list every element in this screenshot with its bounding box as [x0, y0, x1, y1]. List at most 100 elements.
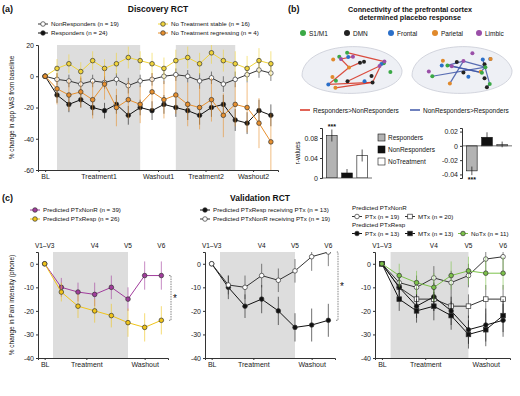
- legend-entry: PTx (n = 13): [352, 230, 399, 237]
- node: [450, 64, 454, 68]
- data-point: [90, 97, 95, 102]
- node: [346, 55, 350, 59]
- data-point: [414, 309, 419, 314]
- node: [331, 58, 335, 62]
- data-point: [245, 66, 250, 71]
- node: [346, 79, 350, 83]
- y-axis-tick: -20: [191, 308, 205, 315]
- legend-entry: Predicted PTxResp receiving PTx (n = 13): [200, 206, 329, 213]
- x-axis-tick: BL: [41, 358, 50, 368]
- brain-outline: [412, 47, 512, 94]
- error-bar: [471, 167, 472, 176]
- y-axis-tick-label: -40: [24, 135, 34, 142]
- panel-title: Connectivity of the prefrontal cortexdet…: [348, 5, 472, 22]
- y-axis-tick-label: -40: [361, 355, 371, 362]
- series-line: [45, 53, 271, 76]
- data-point: [42, 261, 47, 266]
- y-axis-tick-mark: [460, 132, 462, 133]
- node: [333, 86, 337, 90]
- x-axis-tick-mark: [212, 358, 213, 360]
- data-point: [326, 318, 331, 323]
- legend-label: Predicted PTxNonR (n = 39): [43, 206, 121, 213]
- data-point: [380, 261, 385, 266]
- node: [488, 82, 492, 86]
- visit-label: V1–V3: [35, 242, 55, 249]
- legend-marker: [33, 217, 38, 222]
- y-axis-line: [36, 253, 39, 359]
- legend-label: NoTreatment: [388, 158, 426, 165]
- region-label: Limbic: [485, 30, 505, 37]
- legend-marker: [408, 231, 413, 236]
- series-line: [212, 264, 329, 328]
- plot-area: [42, 252, 163, 358]
- plot-area: [467, 132, 508, 175]
- panel-title: Validation RCT: [230, 193, 291, 203]
- data-point: [309, 254, 314, 259]
- y-axis-tick-label: 0: [197, 261, 201, 268]
- x-axis-tick-mark: [99, 170, 100, 172]
- x-axis-line: [39, 171, 279, 173]
- y-axis-tick: 0: [30, 261, 38, 268]
- y-axis-tick-label: 20: [26, 42, 34, 49]
- visit-label: V5: [124, 242, 132, 249]
- x-axis-tick-mark: [86, 358, 87, 360]
- data-point: [138, 58, 143, 63]
- y-axis-tick: 0: [30, 73, 38, 80]
- line-chart: BLTreatmentWashout-40-30-20-100V1–V3V4V5…: [8, 206, 177, 368]
- line-chart: BLTreatmentWashout-40-30-20-100V1–V3V4V5…: [352, 204, 511, 368]
- significance-bracket: [336, 252, 338, 320]
- data-point: [43, 74, 48, 79]
- region-swatch: [476, 30, 482, 36]
- y-axis: -0.04-0.0200.02: [442, 128, 462, 178]
- node: [441, 59, 445, 63]
- y-axis-tick-label: 0.02: [444, 128, 458, 135]
- data-point: [162, 66, 167, 71]
- legend-marker: [203, 208, 208, 213]
- legend-marker: [203, 217, 208, 222]
- x-axis-tick-mark: [486, 358, 487, 360]
- y-axis-tick-label: -20: [361, 308, 371, 315]
- data-point: [233, 102, 238, 107]
- y-axis-tick: 0: [314, 175, 322, 182]
- data-point: [380, 261, 385, 266]
- y-axis-tick-mark: [373, 264, 375, 265]
- y-axis-tick-label: -20: [24, 104, 34, 111]
- x-axis-tick-mark: [206, 170, 207, 172]
- node: [363, 79, 367, 83]
- data-point: [259, 273, 264, 278]
- legend-swatch: [378, 158, 385, 165]
- x-axis: BLTreatmentWashout: [206, 358, 336, 368]
- y-axis: -60-40-20020: [24, 42, 39, 174]
- y-axis-tick-mark: [320, 178, 322, 179]
- connection: [483, 59, 490, 84]
- data-point: [185, 102, 190, 107]
- line-chart: BLTreatmentWashout-40-30-20-100V1–V3V4V5…: [191, 206, 344, 368]
- legend-entry: Predicted PTxNonR receiving PTx (n = 19): [200, 215, 330, 222]
- data-point: [174, 58, 179, 63]
- legend-entry: MTx (n = 20): [405, 213, 453, 220]
- legend-label: Responders (n = 24): [51, 29, 108, 36]
- data-point: [466, 332, 471, 337]
- node: [485, 85, 489, 89]
- legend-label: MTx (n = 13): [418, 230, 453, 237]
- x-axis-tick: BL: [378, 358, 387, 368]
- data-point: [92, 309, 97, 314]
- y-axis-tick-label: -30: [191, 331, 201, 338]
- y-axis-tick: 20: [26, 42, 38, 49]
- y-axis-tick-label: 0: [454, 143, 458, 150]
- legend-marker: [161, 31, 166, 36]
- data-point: [142, 325, 147, 330]
- y-axis-tick-mark: [203, 334, 205, 335]
- legend-label: No Treatment stable (n = 16): [171, 20, 250, 27]
- data-point: [276, 278, 281, 283]
- x-axis-tick: Treatment1: [81, 170, 117, 180]
- data-point: [174, 93, 179, 98]
- y-axis-tick-mark: [36, 170, 38, 171]
- data-point: [414, 280, 419, 285]
- legend-label: Predicted PTxResp receiving PTx (n = 13): [213, 206, 329, 213]
- x-axis-tick: BL: [41, 170, 50, 180]
- y-axis-tick: -10: [191, 284, 205, 291]
- series-line: [212, 252, 329, 287]
- plot-area: [327, 130, 368, 179]
- error-bar: [487, 132, 488, 142]
